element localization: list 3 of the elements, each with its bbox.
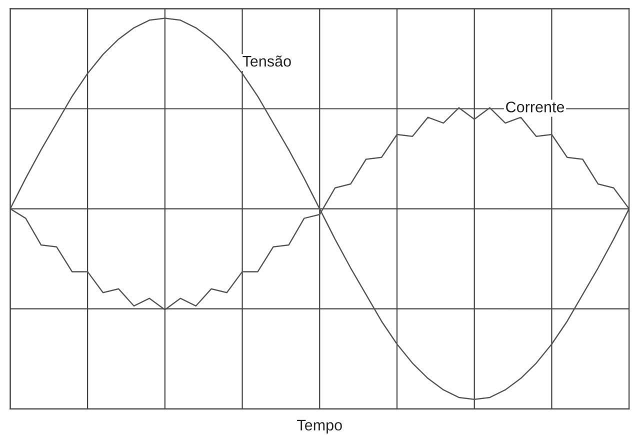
series-label: Corrente <box>506 102 564 112</box>
series-label: Tensão <box>242 56 291 67</box>
x-axis-title: Tempo <box>297 420 342 434</box>
